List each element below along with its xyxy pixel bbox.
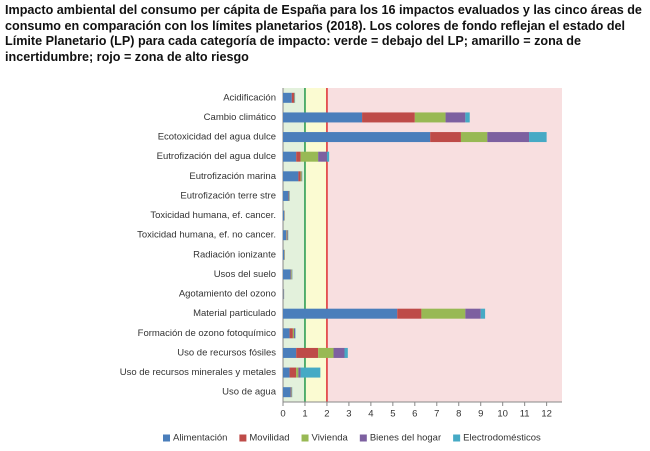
bar-segment [283, 367, 290, 378]
bar-segment [283, 190, 289, 201]
bar-segment [289, 328, 293, 339]
legend-swatch [163, 434, 170, 442]
x-tick-label: 6 [412, 409, 417, 420]
bar-segment [333, 347, 345, 358]
bar-segment [283, 151, 297, 162]
legend-label: Movilidad [249, 433, 289, 444]
y-tick-label: Ecotoxicidad del agua dulce [158, 132, 276, 143]
bar-segment [326, 151, 330, 162]
legend-label: Bienes del hogar [370, 433, 441, 444]
bar-segment [286, 230, 288, 241]
y-tick-label: Formación de ozono fotoquímico [138, 328, 276, 339]
bar-segment [460, 132, 488, 143]
bar-segment [414, 112, 446, 123]
bar-segment [318, 151, 327, 162]
bar-segment [287, 230, 289, 241]
y-tick-label: Uso de recursos fósiles [177, 347, 276, 358]
legend-swatch [453, 434, 461, 442]
bar-segment [293, 328, 296, 339]
y-tick-label: Uso de recursos minerales y metales [120, 367, 277, 378]
legend-label: Electrodomésticos [463, 433, 541, 444]
legend-label: Alimentación [173, 433, 227, 444]
bar-segment [296, 151, 301, 162]
legend-label: Vivienda [312, 433, 349, 444]
x-tick-label: 10 [497, 409, 508, 420]
bar-segment [318, 347, 334, 358]
bar-segment [480, 308, 486, 319]
x-tick-label: 12 [541, 409, 552, 420]
zone [304, 88, 327, 402]
x-tick-label: 3 [346, 409, 351, 420]
x-tick-label: 11 [520, 409, 530, 420]
bar-segment [283, 347, 297, 358]
bar-segment [283, 328, 290, 339]
y-tick-label: Eutrofización marina [189, 171, 276, 182]
y-tick-label: Uso de agua [222, 387, 277, 398]
bar-segment [298, 367, 301, 378]
bar-segment [283, 387, 291, 398]
bar-segment [296, 347, 319, 358]
y-tick-label: Radiación ionizante [193, 249, 276, 260]
bar-segment [291, 92, 294, 103]
bar-segment [283, 92, 292, 103]
bar-segment [421, 308, 466, 319]
y-tick-label: Material particulado [193, 308, 276, 319]
bar-segment [465, 308, 481, 319]
bar-segment [296, 367, 299, 378]
x-tick-label: 4 [368, 409, 373, 420]
y-tick-label: Usos del suelo [214, 269, 276, 280]
y-tick-label: Cambio climático [204, 112, 276, 123]
legend-swatch [239, 434, 247, 442]
bar-segment [283, 132, 431, 143]
bar-segment [445, 112, 466, 123]
bar-segment [430, 132, 461, 143]
y-tick-label: Eutrofización terre stre [180, 190, 276, 201]
bar-segment [289, 367, 297, 378]
x-tick-label: 5 [390, 409, 395, 420]
x-tick-label: 8 [456, 409, 461, 420]
zone [283, 88, 305, 402]
bar-segment [397, 308, 422, 319]
bar-segment [291, 269, 292, 280]
bar-segment [283, 230, 287, 241]
bar-segment [298, 171, 301, 182]
x-tick-label: 7 [434, 409, 439, 420]
bar-segment [344, 347, 348, 358]
bar-segment [283, 210, 285, 221]
bar-segment [283, 171, 299, 182]
bar-segment [283, 112, 363, 123]
bar-segment [283, 269, 291, 280]
legend-swatch [359, 434, 367, 442]
bar-segment [283, 308, 398, 319]
bar-segment [487, 132, 530, 143]
x-tick-label: 1 [302, 409, 307, 420]
y-tick-label: Toxicidad humana, ef. cancer. [150, 210, 276, 221]
bar-segment [300, 171, 302, 182]
bar-segment [529, 132, 547, 143]
x-tick-label: 2 [324, 409, 329, 420]
y-tick-label: Acidificación [223, 92, 276, 103]
bar-segment [465, 112, 470, 123]
bar-segment [300, 367, 321, 378]
chart-title: Impacto ambiental del consumo per cápita… [5, 3, 642, 64]
bar-segment [283, 249, 285, 260]
y-tick-label: Eutrofización del agua dulce [157, 151, 276, 162]
legend-swatch [301, 434, 309, 442]
x-tick-label: 0 [280, 409, 285, 420]
bar-segment [362, 112, 415, 123]
bar-segment [292, 328, 294, 339]
y-tick-label: Toxicidad humana, ef. no cancer. [137, 230, 276, 241]
y-tick-label: Agotamiento del ozono [179, 289, 276, 300]
bar-segment [300, 151, 319, 162]
x-tick-label: 9 [478, 409, 483, 420]
